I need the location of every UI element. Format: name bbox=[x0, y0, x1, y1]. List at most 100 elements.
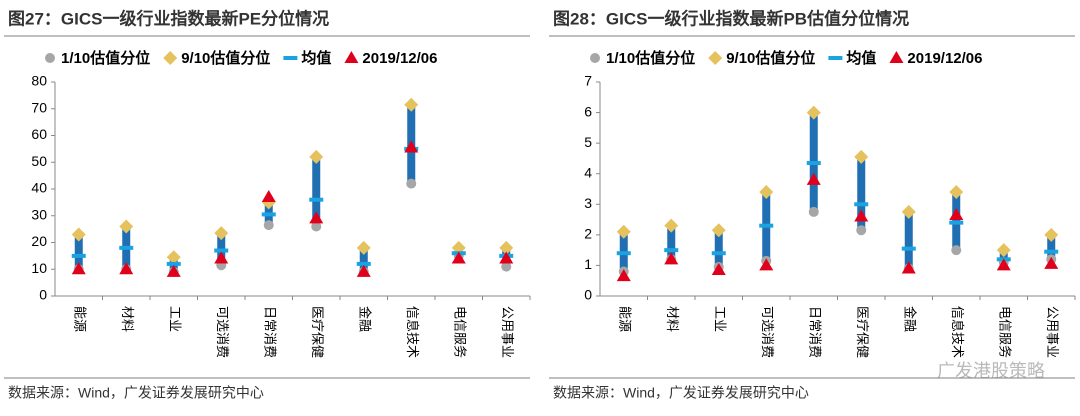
current-marker bbox=[261, 190, 276, 203]
current-marker bbox=[759, 258, 774, 271]
current-marker bbox=[901, 261, 916, 274]
mean-marker bbox=[309, 197, 324, 202]
x-tick-label: 金融 bbox=[357, 306, 372, 332]
current-marker bbox=[309, 211, 324, 224]
mean-marker bbox=[806, 161, 821, 166]
range-bar bbox=[904, 211, 913, 269]
x-tick-label: 可选消费 bbox=[215, 306, 230, 358]
low-marker bbox=[808, 206, 819, 217]
legend-symbol bbox=[283, 56, 298, 60]
current-marker bbox=[949, 207, 964, 220]
high-marker bbox=[119, 219, 134, 234]
current-marker bbox=[1044, 256, 1059, 269]
x-tick-label: 材料 bbox=[665, 306, 680, 332]
x-tick-label: 电信服务 bbox=[997, 306, 1012, 358]
high-marker bbox=[616, 224, 631, 239]
x-tick-label: 材料 bbox=[120, 306, 135, 332]
legend-symbol bbox=[45, 53, 55, 63]
x-tick-label: 医疗保健 bbox=[310, 306, 325, 358]
legend-label: 均值 bbox=[301, 49, 331, 67]
y-tick-label: 5 bbox=[584, 134, 592, 150]
x-tick-label: 信息技术 bbox=[405, 306, 420, 358]
x-tick-label: 能源 bbox=[72, 306, 87, 332]
mean-marker bbox=[214, 248, 229, 253]
mean-marker bbox=[664, 248, 679, 253]
legend-label: 1/10估值分位 bbox=[606, 49, 695, 67]
high-marker bbox=[71, 227, 86, 242]
y-tick-label: 6 bbox=[584, 103, 592, 119]
y-tick-label: 10 bbox=[31, 260, 47, 276]
current-marker bbox=[499, 251, 514, 264]
legend-label: 均值 bbox=[846, 49, 876, 67]
legend-symbol bbox=[828, 56, 843, 60]
mean-marker bbox=[261, 212, 276, 217]
x-tick-label: 日常消费 bbox=[262, 306, 277, 358]
y-tick-label: 60 bbox=[31, 126, 47, 142]
high-marker bbox=[664, 218, 679, 233]
range-bar bbox=[667, 225, 676, 260]
x-tick-label: 可选消费 bbox=[760, 306, 775, 358]
mean-marker bbox=[854, 202, 869, 207]
current-marker bbox=[119, 262, 134, 275]
y-tick-label: 4 bbox=[584, 164, 592, 180]
legend-label: 9/10估值分位 bbox=[181, 49, 270, 67]
x-tick-label: 能源 bbox=[617, 306, 632, 332]
low-marker bbox=[263, 220, 274, 231]
x-tick-label: 工业 bbox=[712, 306, 727, 332]
high-marker bbox=[166, 250, 181, 265]
legend-symbol bbox=[708, 51, 723, 65]
y-tick-label: 3 bbox=[584, 195, 592, 211]
legend-label: 2019/12/06 bbox=[907, 50, 982, 67]
range-bar bbox=[359, 247, 368, 272]
legend-label: 9/10估值分位 bbox=[726, 49, 815, 67]
high-marker bbox=[214, 226, 229, 241]
current-marker bbox=[71, 262, 86, 275]
mean-marker bbox=[616, 251, 631, 256]
legend-symbol bbox=[590, 53, 600, 63]
x-tick-label: 电信服务 bbox=[452, 306, 467, 358]
legend-label: 1/10估值分位 bbox=[61, 49, 150, 67]
mean-marker bbox=[901, 246, 916, 251]
current-marker bbox=[166, 264, 181, 277]
y-tick-label: 0 bbox=[584, 287, 592, 303]
legend-symbol bbox=[163, 51, 178, 65]
y-tick-label: 50 bbox=[31, 153, 47, 169]
x-tick-label: 工业 bbox=[167, 306, 182, 332]
y-tick-label: 40 bbox=[31, 180, 47, 196]
x-tick-label: 医疗保健 bbox=[855, 306, 870, 358]
range-bar bbox=[74, 234, 83, 270]
high-marker bbox=[711, 223, 726, 238]
current-marker bbox=[451, 251, 466, 264]
range-bar bbox=[1047, 234, 1056, 260]
low-marker bbox=[311, 221, 322, 232]
high-marker bbox=[901, 204, 916, 219]
mean-marker bbox=[759, 223, 774, 228]
current-marker bbox=[664, 252, 679, 265]
mean-marker bbox=[949, 220, 964, 225]
y-tick-label: 70 bbox=[31, 99, 47, 115]
source: 数据来源：Wind，广发证券发展研究中心 bbox=[553, 385, 809, 401]
y-tick-label: 7 bbox=[584, 73, 592, 89]
high-marker bbox=[806, 105, 821, 120]
x-tick-label: 金融 bbox=[902, 306, 917, 332]
mean-marker bbox=[71, 253, 86, 258]
range-bar bbox=[857, 156, 866, 231]
chart-title: 图27：GICS一级行业指数最新PE分位情况 bbox=[8, 8, 329, 28]
current-marker bbox=[214, 251, 229, 264]
high-marker bbox=[404, 97, 419, 112]
current-marker bbox=[711, 263, 726, 276]
current-marker bbox=[806, 172, 821, 185]
high-marker bbox=[356, 240, 371, 255]
legend-symbol bbox=[889, 51, 904, 63]
current-marker bbox=[356, 264, 371, 277]
x-tick-label: 日常消费 bbox=[807, 306, 822, 358]
legend-symbol bbox=[344, 51, 359, 63]
mean-marker bbox=[356, 261, 371, 266]
range-bar bbox=[312, 156, 321, 227]
high-marker bbox=[1044, 227, 1059, 242]
y-tick-label: 80 bbox=[31, 73, 47, 89]
y-tick-label: 30 bbox=[31, 206, 47, 222]
current-marker bbox=[404, 140, 419, 153]
high-marker bbox=[996, 243, 1011, 258]
